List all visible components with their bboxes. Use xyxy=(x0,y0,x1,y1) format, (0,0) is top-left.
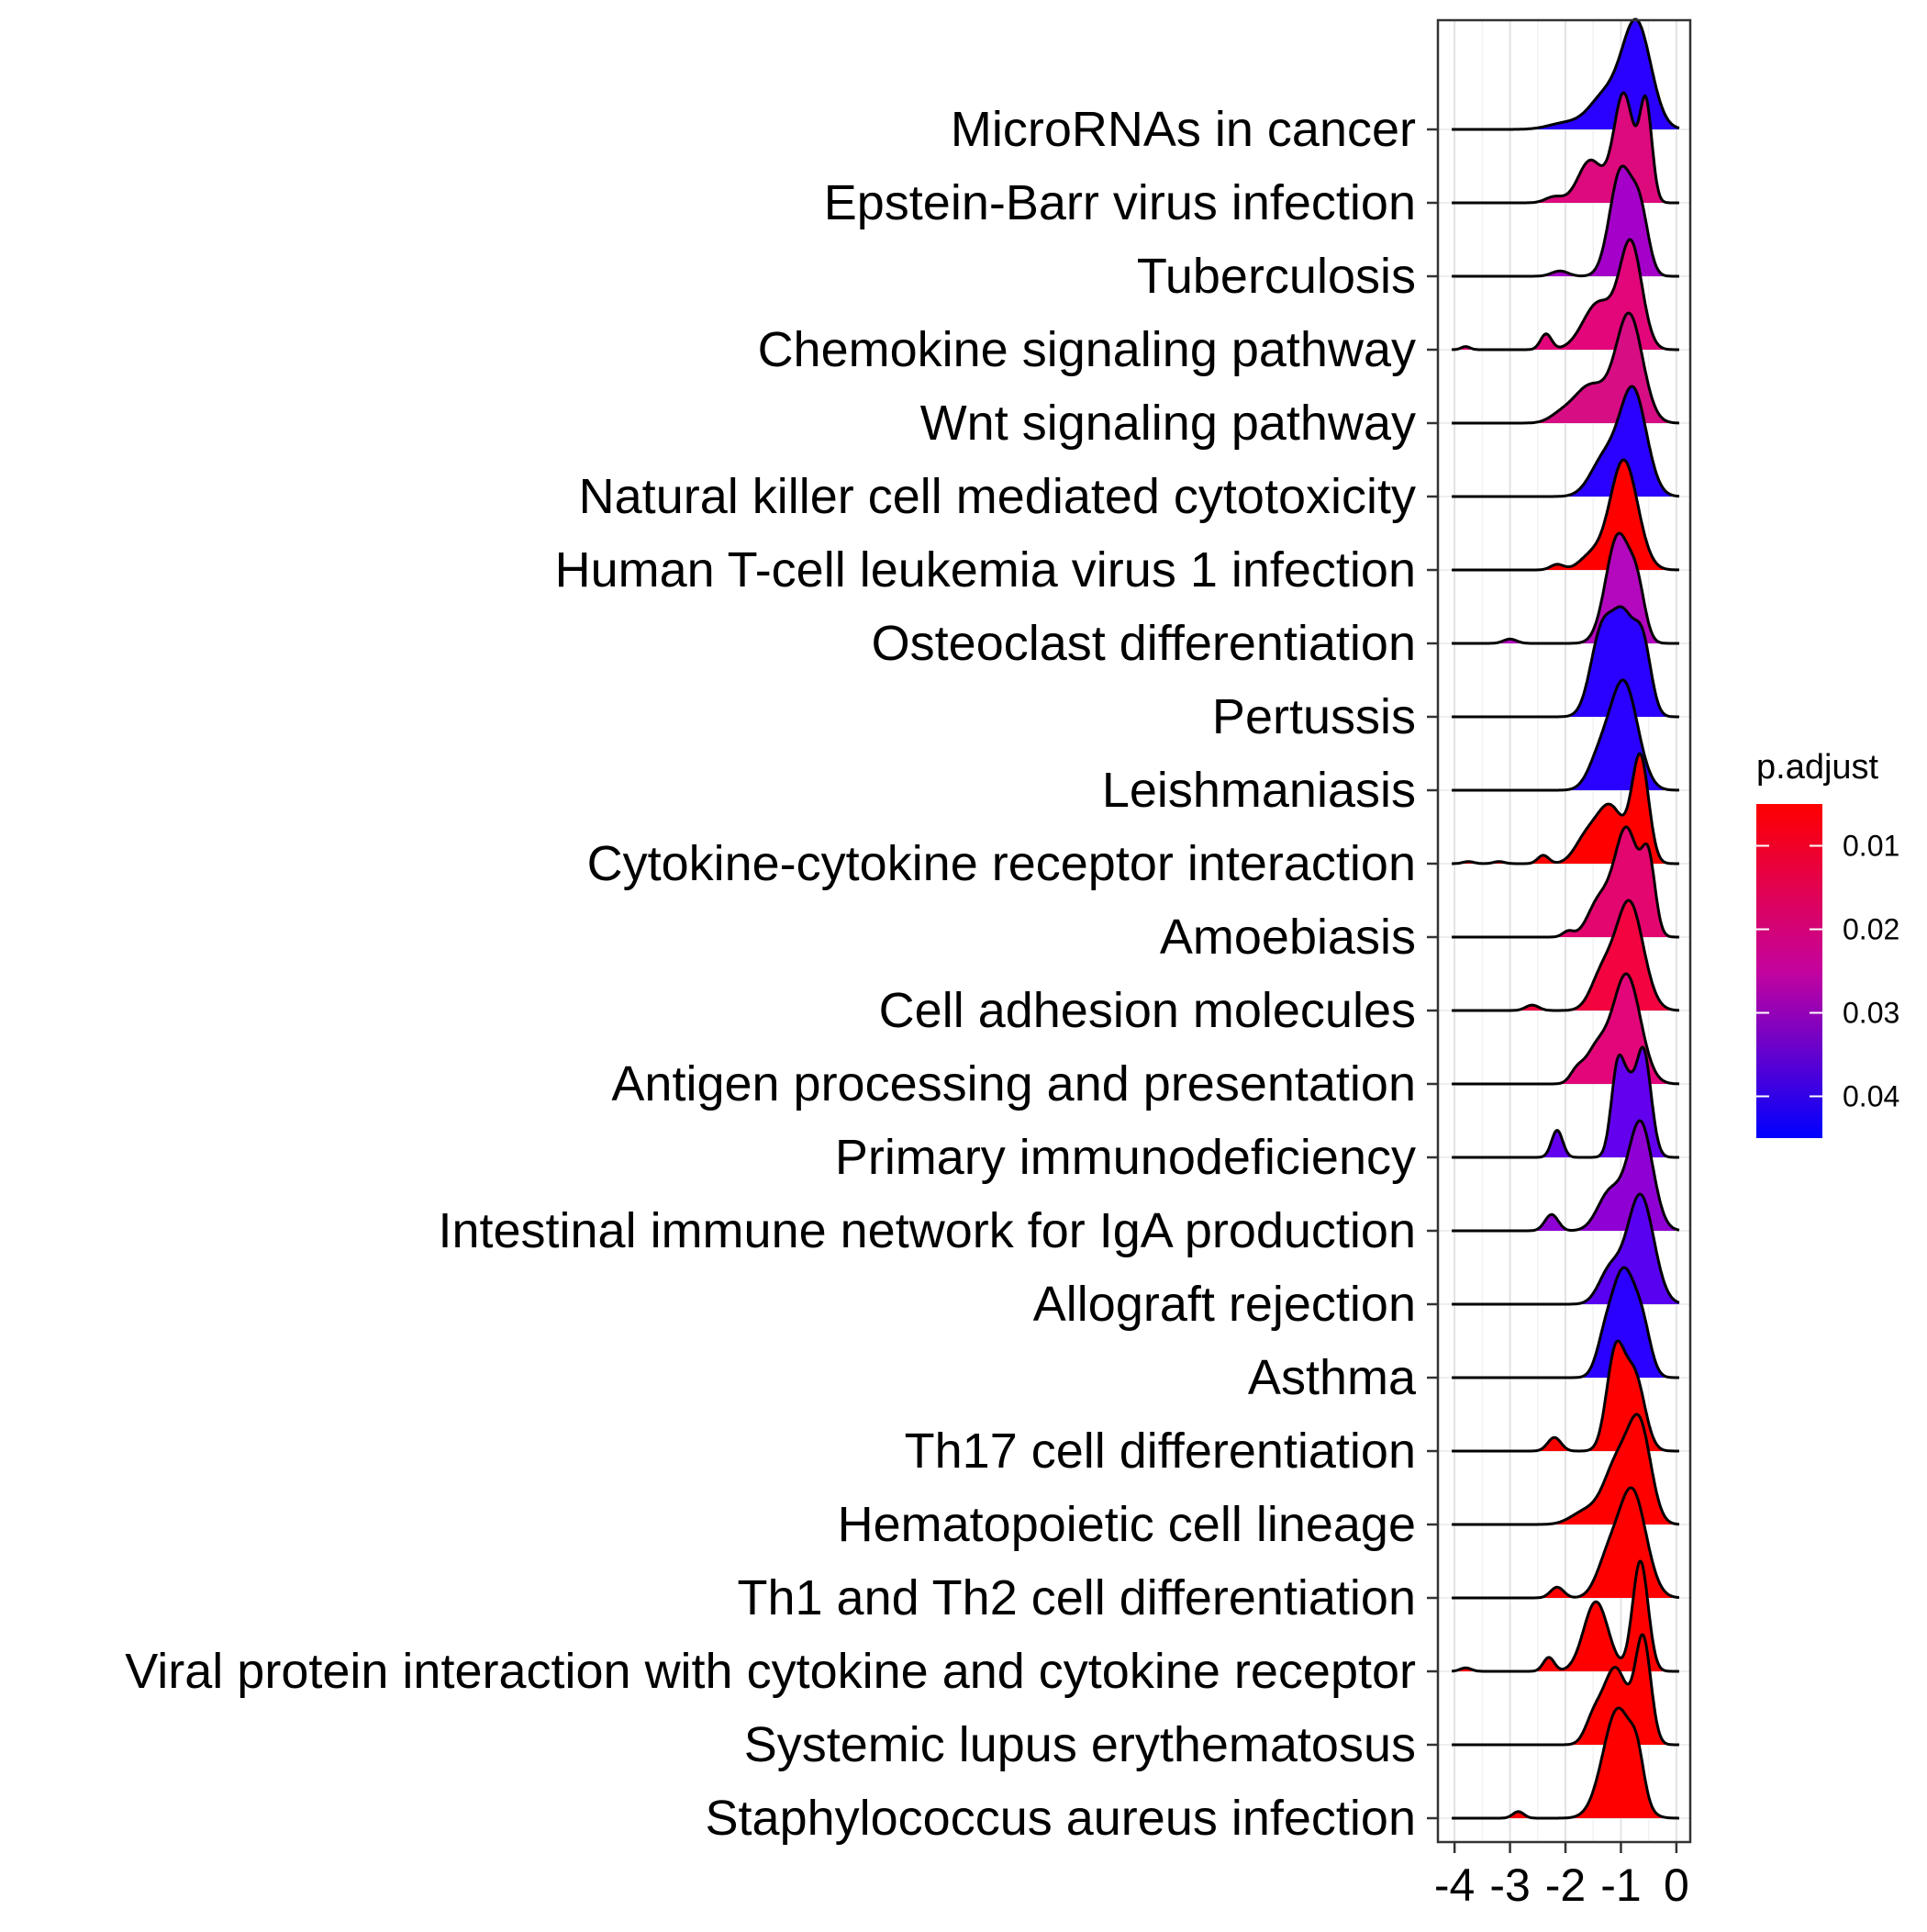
ridge xyxy=(1451,1413,1680,1526)
ridge-outline xyxy=(1451,91,1680,205)
ridge-outline xyxy=(1451,1192,1680,1306)
y-tick-label: Human T-cell leukemia virus 1 infection xyxy=(555,542,1416,597)
ridge-fill xyxy=(1452,1488,1679,1598)
y-tick-label: Antigen processing and presentation xyxy=(611,1056,1416,1111)
y-tick-label: Staphylococcus aureus infection xyxy=(706,1791,1416,1846)
y-tick-label: Amoebiasis xyxy=(1160,910,1416,965)
panel-border xyxy=(1436,18,1692,1844)
ridge-outline xyxy=(1451,1266,1680,1379)
ridge-fill xyxy=(1452,1121,1679,1231)
ridge-fill xyxy=(1452,1708,1679,1818)
y-tick-label: Pertussis xyxy=(1212,689,1416,744)
y-tick-label: Hematopoietic cell lineage xyxy=(838,1497,1416,1552)
ridge-outline xyxy=(1451,1706,1680,1820)
ridge-fill xyxy=(1452,680,1679,790)
ridge xyxy=(1451,311,1680,425)
ridge xyxy=(1451,1045,1680,1159)
ridge-outline xyxy=(1451,1045,1680,1159)
ridge-outline xyxy=(1451,238,1680,352)
colorbar-tick-label: 0.03 xyxy=(1843,997,1899,1030)
legend-title: p.adjust xyxy=(1756,748,1879,787)
ridge-outline xyxy=(1451,1339,1680,1453)
ridge-outline xyxy=(1451,972,1680,1086)
x-tick-label: -3 xyxy=(1489,1859,1530,1911)
ridge xyxy=(1451,1339,1680,1453)
ridge-fill xyxy=(1452,1047,1679,1157)
legend: p.adjust 0.01 0.02 0.03 0.04 xyxy=(1756,748,1899,1138)
x-tick-label: -1 xyxy=(1600,1859,1641,1911)
x-tick-label: -2 xyxy=(1545,1859,1586,1911)
y-tick-label: Cell adhesion molecules xyxy=(879,983,1416,1038)
ridge-outline xyxy=(1451,899,1680,1012)
ridge-outline xyxy=(1451,605,1680,719)
ridge-outline xyxy=(1451,17,1680,131)
colorbar xyxy=(1756,804,1822,1138)
ridge-outline xyxy=(1451,752,1680,865)
x-tick-label: 0 xyxy=(1664,1859,1689,1911)
ridge xyxy=(1451,678,1680,792)
y-tick-label: Primary immunodeficiency xyxy=(835,1130,1416,1185)
ridge-outline xyxy=(1451,385,1680,498)
y-tick-label: Th17 cell differentiation xyxy=(905,1424,1416,1479)
ridge-fill xyxy=(1452,1341,1679,1451)
y-tick-label: Cytokine-cytokine receptor interaction xyxy=(587,836,1416,891)
y-tick-label: Chemokine signaling pathway xyxy=(758,322,1416,377)
ridge-outline xyxy=(1451,458,1680,572)
y-tick-label: Asthma xyxy=(1248,1350,1417,1405)
ridge xyxy=(1451,1119,1680,1233)
ridge-outline xyxy=(1451,1633,1680,1747)
ridge-outline xyxy=(1451,164,1680,278)
ridge-outline xyxy=(1451,678,1680,792)
colorbar-tick-label: 0.02 xyxy=(1843,913,1899,946)
ridge-outline xyxy=(1451,1559,1680,1673)
ridge-outline xyxy=(1451,1413,1680,1526)
ridge-outline xyxy=(1451,825,1680,939)
y-tick-label: Wnt signaling pathway xyxy=(920,396,1416,451)
y-tick-label: Leishmaniasis xyxy=(1102,763,1416,818)
y-axis: MicroRNAs in cancer Epstein-Barr virus in… xyxy=(125,102,1438,1846)
ridge-outline xyxy=(1451,1486,1680,1600)
y-tick-label: Osteoclast differentiation xyxy=(872,616,1416,671)
x-axis: -4 -3 -2 -1 0 xyxy=(1434,1842,1689,1911)
ridge-outline xyxy=(1451,1119,1680,1233)
ridge xyxy=(1451,1486,1680,1600)
x-tick-label: -4 xyxy=(1434,1859,1475,1911)
y-tick-label: Th1 and Th2 cell differentiation xyxy=(738,1570,1417,1625)
ridge-fill xyxy=(1452,166,1679,276)
ridge-outline xyxy=(1451,531,1680,645)
ridge xyxy=(1451,1706,1680,1820)
colorbar-tick-label: 0.04 xyxy=(1843,1080,1899,1113)
y-tick-label: Intestinal immune network for IgA produc… xyxy=(438,1203,1416,1258)
y-tick-label: MicroRNAs in cancer xyxy=(951,102,1416,157)
ridges xyxy=(1451,17,1680,1820)
y-tick-label: Systemic lupus erythematosus xyxy=(744,1717,1416,1772)
colorbar-tick-label: 0.01 xyxy=(1843,830,1899,863)
ridge-fill xyxy=(1452,313,1679,423)
ridge-outline xyxy=(1451,311,1680,425)
y-tick-label: Tuberculosis xyxy=(1137,249,1416,304)
ridge xyxy=(1451,1559,1680,1673)
y-tick-label: Viral protein interaction with cytokine … xyxy=(125,1644,1416,1699)
y-tick-label: Epstein-Barr virus infection xyxy=(824,175,1416,230)
ridge xyxy=(1451,164,1680,278)
y-tick-label: Natural killer cell mediated cytotoxicit… xyxy=(579,469,1416,524)
y-tick-label: Allograft rejection xyxy=(1033,1277,1416,1332)
